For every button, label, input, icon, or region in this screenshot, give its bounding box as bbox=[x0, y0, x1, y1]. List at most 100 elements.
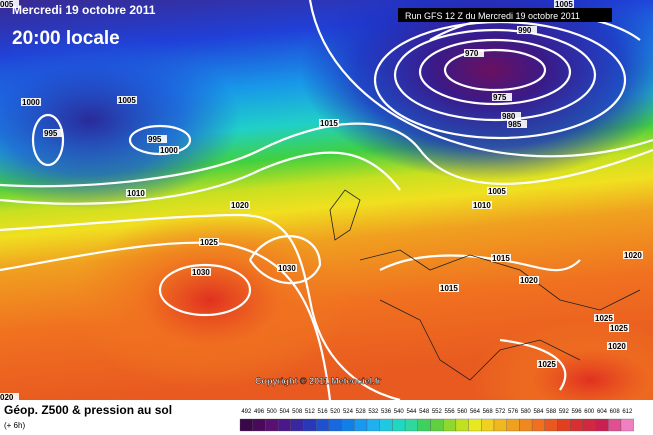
isobar-label: 1000 bbox=[160, 146, 178, 155]
isobar-label: 995 bbox=[44, 129, 58, 138]
isobar-label-bg bbox=[43, 129, 63, 137]
run-box bbox=[398, 8, 612, 22]
scale-label: 528 bbox=[356, 409, 367, 415]
isobar-label: 020 bbox=[0, 393, 14, 402]
isobar-label-bg bbox=[519, 276, 539, 284]
scale-label: 608 bbox=[610, 409, 621, 415]
scale-label: 564 bbox=[470, 409, 481, 415]
scale-label: 576 bbox=[508, 409, 519, 415]
isobar-label-bg bbox=[126, 189, 146, 197]
isobar-label: 970 bbox=[465, 49, 479, 58]
scale-cell bbox=[570, 418, 584, 432]
scale-label: 604 bbox=[597, 409, 608, 415]
isobar-label-bg bbox=[554, 0, 574, 8]
scale-cell bbox=[519, 418, 533, 432]
scale-label: 560 bbox=[457, 409, 468, 415]
isobar-label-bg bbox=[507, 120, 527, 128]
isobar-label-bg bbox=[117, 96, 137, 104]
scale-label: 568 bbox=[483, 409, 494, 415]
scale-cell bbox=[328, 418, 342, 432]
scale-label: 588 bbox=[546, 409, 557, 415]
isobar-label-bg bbox=[230, 201, 250, 209]
scale-cell bbox=[582, 418, 596, 432]
isobar-label-bg bbox=[199, 238, 219, 246]
isobar-label: 1010 bbox=[127, 189, 145, 198]
isobar-label: 1000 bbox=[22, 98, 40, 107]
date: Mercredi 19 octobre 2011 bbox=[12, 3, 156, 17]
scale-label: 612 bbox=[622, 409, 633, 415]
scale-cell bbox=[341, 418, 355, 432]
isobar-label: 1020 bbox=[520, 276, 538, 285]
scale-label: 548 bbox=[419, 409, 430, 415]
isobar-label-bg bbox=[491, 254, 511, 262]
scale-label: 596 bbox=[572, 409, 583, 415]
scale-label: 512 bbox=[305, 409, 316, 415]
isobar-label-bg bbox=[487, 187, 507, 195]
scale-cell bbox=[531, 418, 545, 432]
scale-cell bbox=[379, 418, 393, 432]
run: Run GFS 12 Z du Mercredi 19 octobre 2011 bbox=[405, 11, 580, 21]
scale-cell bbox=[481, 418, 495, 432]
isobar-label-bg bbox=[623, 251, 643, 259]
isobar-label: 1025 bbox=[200, 238, 218, 247]
scale-cell bbox=[493, 418, 507, 432]
scale-cell bbox=[239, 418, 253, 432]
scale-cell bbox=[544, 418, 558, 432]
isobar-label: 005 bbox=[0, 0, 14, 9]
isobar-label-bg bbox=[607, 342, 627, 350]
scale-label: 492 bbox=[241, 409, 252, 415]
scale-cell bbox=[252, 418, 266, 432]
scale-label: 496 bbox=[254, 409, 265, 415]
isobar-label-bg bbox=[319, 119, 339, 127]
scale-cell bbox=[404, 418, 418, 432]
scale-cell bbox=[557, 418, 571, 432]
isobar-label: 1005 bbox=[555, 0, 573, 9]
scale-label: 536 bbox=[381, 409, 392, 415]
scale-label: 556 bbox=[445, 409, 456, 415]
scale-cell bbox=[620, 418, 634, 432]
isobar-label-bg bbox=[0, 393, 19, 401]
scale-cell bbox=[265, 418, 279, 432]
scale-cell bbox=[392, 418, 406, 432]
isobar-label-bg bbox=[21, 98, 41, 106]
scale-label: 520 bbox=[330, 409, 341, 415]
isobar-label: 985 bbox=[508, 120, 522, 129]
isobar-label-bg bbox=[517, 26, 537, 34]
isobar-label: 1030 bbox=[278, 264, 296, 273]
scale-label: 572 bbox=[495, 409, 506, 415]
isobar-label-bg bbox=[501, 112, 521, 120]
scale-cell bbox=[316, 418, 330, 432]
scale-label: 540 bbox=[394, 409, 405, 415]
scale-label: 504 bbox=[279, 409, 290, 415]
footer-subtitle: (+ 6h) bbox=[4, 421, 25, 430]
isobar-label: 1015 bbox=[440, 284, 458, 293]
isobar-label-bg bbox=[537, 360, 557, 368]
time: 20:00 locale bbox=[12, 28, 120, 49]
scale-cell bbox=[595, 418, 609, 432]
isobar-label: 1020 bbox=[624, 251, 642, 260]
isobar-label: 1025 bbox=[610, 324, 628, 333]
isobar-label-bg bbox=[609, 324, 629, 332]
isobar-label: 1020 bbox=[608, 342, 626, 351]
isobar-label-bg bbox=[464, 49, 484, 57]
scale-cell bbox=[303, 418, 317, 432]
isobar-label: 1005 bbox=[118, 96, 136, 105]
scale-cell bbox=[443, 418, 457, 432]
isobar-label: 1020 bbox=[231, 201, 249, 210]
scale-label: 508 bbox=[292, 409, 303, 415]
scale-label: 524 bbox=[343, 409, 354, 415]
isobar-label: 1015 bbox=[320, 119, 338, 128]
scale-label: 500 bbox=[267, 409, 278, 415]
footer-title: Géop. Z500 & pression au sol bbox=[4, 403, 172, 417]
isobar-label-bg bbox=[439, 284, 459, 292]
isobar-label: 980 bbox=[502, 112, 516, 121]
scale-label: 584 bbox=[533, 409, 544, 415]
scale-cell bbox=[468, 418, 482, 432]
isobar-label: 975 bbox=[493, 93, 507, 102]
isobar-label-bg bbox=[492, 93, 512, 101]
isobar-label-bg bbox=[0, 0, 19, 8]
scale-cell bbox=[608, 418, 622, 432]
isobar-label: 1010 bbox=[473, 201, 491, 210]
isobar-label-bg bbox=[191, 268, 211, 276]
